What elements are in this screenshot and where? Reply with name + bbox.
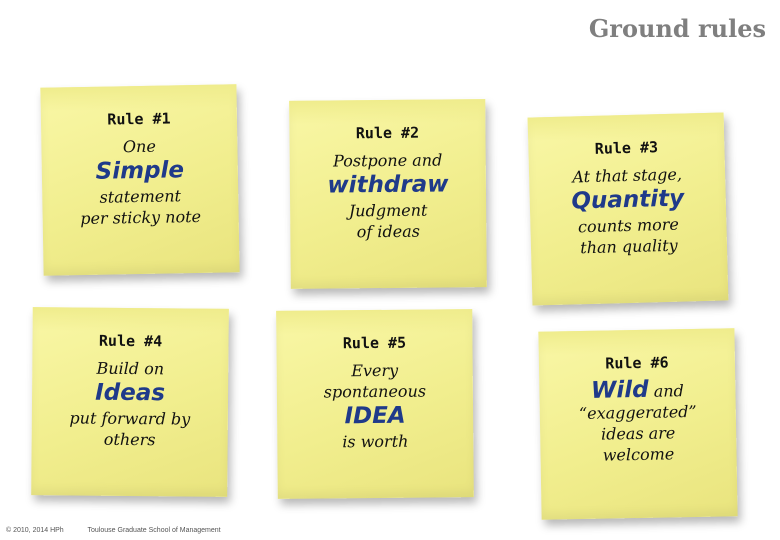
sticky-note-rule-6: Rule #6 Wild and “exaggerated” ideas are…: [538, 328, 738, 520]
rule-keyword: Wild: [590, 376, 649, 404]
rule-title: Rule #1: [107, 109, 171, 129]
rule-title: Rule #3: [594, 138, 659, 158]
rule-text: of ideas: [356, 221, 421, 242]
rule-text: spontaneous: [323, 381, 427, 402]
rule-text: Build on: [96, 358, 165, 379]
rule-text: and: [653, 381, 684, 401]
rule-title: Rule #2: [355, 123, 420, 143]
rule-text: Every: [351, 360, 399, 381]
rule-title: Rule #4: [98, 331, 163, 351]
rule-text: per sticky note: [80, 206, 202, 229]
rule-title: Rule #6: [605, 353, 669, 373]
sticky-note-rule-2: Rule #2 Postpone and withdraw Judgment o…: [289, 99, 487, 289]
footer: © 2010, 2014 HPh Toulouse Graduate Schoo…: [6, 527, 243, 534]
rule-text: than quality: [580, 235, 678, 258]
sticky-note-rule-5: Rule #5 Every spontaneous IDEA is worth: [276, 309, 474, 499]
rule-title: Rule #5: [342, 333, 407, 353]
rule-keyword: IDEA: [344, 402, 406, 430]
page-title: Ground rules: [588, 14, 766, 43]
rule-text: Postpone and: [333, 150, 443, 171]
rule-text: others: [103, 429, 156, 450]
rule-keyword: Ideas: [95, 379, 166, 407]
school-name: Toulouse Graduate School of Management: [87, 527, 221, 534]
copyright: © 2010, 2014 HPh: [6, 527, 64, 534]
rule-text: welcome: [602, 444, 675, 465]
rule-text: put forward by: [69, 408, 191, 429]
rule-keyword: Simple: [95, 157, 185, 185]
sticky-note-rule-4: Rule #4 Build on Ideas put forward by ot…: [31, 307, 229, 497]
rule-keyword: withdraw: [327, 171, 449, 199]
rule-text: is worth: [342, 431, 409, 452]
sticky-note-rule-1: Rule #1 One Simple statement per sticky …: [40, 84, 240, 276]
rule-text: Judgment: [348, 200, 428, 221]
sticky-note-rule-3: Rule #3 At that stage, Quantity counts m…: [527, 112, 729, 306]
